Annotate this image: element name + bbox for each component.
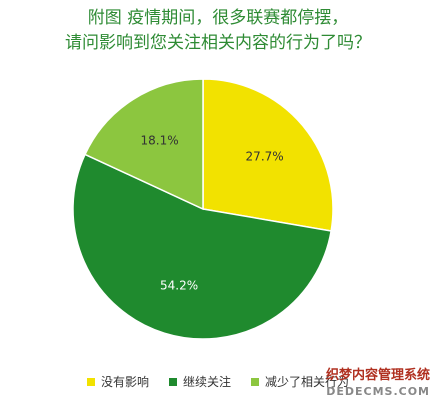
legend-label: 继续关注 [182, 375, 231, 389]
legend-swatch [251, 377, 259, 386]
pie-slice [72, 153, 332, 340]
legend-label: 减少了相关行为 [265, 375, 350, 389]
legend-label: 没有影响 [100, 375, 149, 389]
watermark: 织梦内容管理系统 DEDECMS.COM [326, 368, 430, 400]
chart-title-line-2: 请问影响到您关注相关内容的行为了吗？ [65, 33, 371, 53]
legend: 没有影响 继续关注 减少了相关行为 [0, 373, 436, 390]
pie-slice-value-label: 27.7% [246, 150, 284, 164]
pie-slice [202, 78, 334, 232]
legend-swatch [168, 377, 177, 386]
pie-slice [84, 78, 204, 211]
chart-title-line-1: 附图 疫情期间，很多联赛都停摆， [87, 8, 349, 28]
legend-item-reduced: 减少了相关行为 [251, 373, 349, 390]
legend-swatch [86, 377, 95, 386]
pie-slice-value-label: 54.2% [160, 278, 198, 292]
watermark-line-2: DEDECMS.COM [326, 385, 430, 398]
legend-item-continue: 继续关注 [168, 373, 231, 390]
watermark-line-1: 织梦内容管理系统 [325, 368, 430, 383]
pie-slice-value-label: 18.1% [141, 134, 179, 148]
legend-item-no-effect: 没有影响 [86, 373, 149, 390]
